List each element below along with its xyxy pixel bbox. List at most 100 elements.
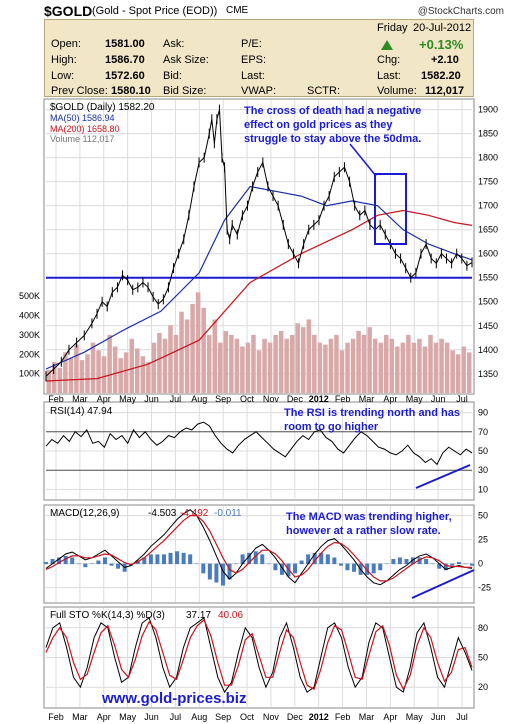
sto-y-tick: 20	[478, 682, 488, 692]
open-label: Open:	[51, 38, 81, 50]
macd-histogram-bar	[306, 554, 311, 565]
volume-bar	[306, 319, 312, 393]
volume-y-tick: 100K	[19, 369, 40, 379]
prev-close-value: 1580.10	[111, 85, 151, 97]
x-tick-label-bottom: May	[119, 712, 137, 722]
volume-bar	[179, 311, 184, 393]
volume-bar	[157, 332, 162, 393]
macd-histogram-bar	[384, 563, 389, 565]
volume-bar	[395, 346, 400, 393]
macd-histogram-bar	[430, 563, 435, 565]
volume-bar	[289, 334, 295, 393]
macd-histogram-bar	[50, 558, 55, 565]
chart-instrument-name: (Gold - Spot Price (EOD))	[92, 5, 218, 17]
volume-bar	[406, 334, 411, 393]
last-label: Last:	[241, 70, 265, 82]
macd-histogram-bar	[83, 563, 88, 568]
price-y-tick: 1450	[478, 321, 498, 331]
x-tick-label: Mar	[72, 394, 88, 404]
price-y-tick: 1400	[478, 345, 498, 355]
volume-bar	[300, 327, 306, 393]
volume-bar	[90, 342, 96, 393]
volume-bar	[123, 352, 129, 393]
ask-label: Ask:	[163, 38, 185, 50]
macd-histogram-bar	[44, 562, 48, 565]
x-tick-label-bottom: Jul	[456, 712, 468, 722]
volume-bar	[162, 338, 168, 393]
annotation-pointer	[349, 143, 377, 177]
x-tick-label-bottom: Nov	[263, 712, 280, 722]
x-tick-label-bottom: Oct	[240, 712, 255, 722]
chg-value: +2.10	[431, 54, 459, 66]
open-value: 1581.00	[105, 38, 145, 50]
macd-histogram-bar	[161, 554, 166, 565]
price-legend-ma50: MA(50) 1586.94	[50, 113, 115, 123]
macd-histogram-bar	[404, 558, 409, 565]
quote-date: 20-Jul-2012	[413, 22, 472, 34]
bid-size-label: Bid Size:	[163, 85, 207, 97]
bid-label: Bid:	[163, 70, 182, 82]
sto-y-tick: 50	[478, 653, 488, 663]
volume-bar	[312, 334, 317, 393]
macd-histogram-bar	[266, 563, 271, 565]
macd-legend-macd: -4.503	[148, 508, 177, 519]
macd-histogram-bar	[391, 558, 396, 565]
macd-line	[45, 509, 473, 586]
macd-annotation: The MACD was trending higher, however at…	[286, 511, 452, 537]
x-tick-label-bottom: Jun	[431, 712, 446, 722]
macd-histogram-bar	[201, 563, 206, 574]
volume-bar	[389, 338, 395, 393]
rsi-y-tick: 10	[478, 484, 488, 494]
macd-histogram-bar	[463, 563, 468, 565]
macd-histogram-bar	[345, 563, 350, 571]
macd-histogram-bar	[332, 557, 337, 565]
volume-bar	[229, 334, 234, 393]
x-tick-label: 2012	[309, 394, 329, 404]
volume-bar	[378, 342, 383, 393]
volume-bar	[168, 325, 173, 393]
volume-bar	[74, 344, 79, 393]
rsi-y-tick: 50	[478, 446, 488, 456]
x-tick-label: Feb	[335, 394, 351, 404]
macd-histogram-bar	[299, 560, 304, 565]
change-percent: +0.13%	[419, 37, 464, 52]
volume-bar	[262, 338, 267, 393]
macd-histogram-bar	[142, 557, 147, 565]
volume-bar	[195, 292, 201, 393]
eps-label: EPS:	[241, 54, 267, 66]
volume-bar	[256, 350, 262, 393]
volume-bar	[140, 356, 146, 393]
volume-bar	[350, 338, 356, 393]
rsi-y-tick: 90	[478, 408, 488, 418]
chart-symbol: $GOLD	[44, 3, 93, 19]
x-tick-label-bottom: Mar	[359, 712, 375, 722]
volume-bar	[151, 342, 157, 393]
macd-histogram-bar	[188, 554, 193, 565]
volume-bar	[461, 346, 466, 393]
volume-bar	[367, 327, 372, 393]
volume-bar	[444, 342, 450, 393]
volume-bar	[411, 342, 417, 393]
volume-bar	[450, 350, 455, 393]
macd-histogram-bar	[76, 563, 81, 565]
volume-bar	[101, 356, 107, 393]
volume-bar	[417, 338, 422, 393]
volume-bar	[295, 323, 300, 393]
volume-bar	[433, 342, 439, 393]
volume-bar	[345, 342, 350, 393]
x-tick-label: May	[119, 394, 137, 404]
sto-legend-k: 37.17	[186, 610, 211, 621]
price-y-tick: 1750	[478, 177, 498, 187]
price-y-tick: 1650	[478, 225, 498, 235]
price-y-tick: 1500	[478, 297, 498, 307]
macd-legend-histogram: -0.011	[214, 508, 242, 519]
volume-bar	[234, 338, 240, 393]
x-tick-label: Jun	[431, 394, 446, 404]
macd-histogram-bar	[450, 563, 455, 566]
macd-histogram-bar	[109, 563, 114, 566]
macd-histogram-bar	[57, 557, 62, 565]
rsi-line	[45, 421, 473, 466]
x-tick-label: Oct	[240, 394, 255, 404]
last-value: 1582.20	[421, 70, 461, 82]
x-tick-label: Apr	[383, 394, 397, 404]
